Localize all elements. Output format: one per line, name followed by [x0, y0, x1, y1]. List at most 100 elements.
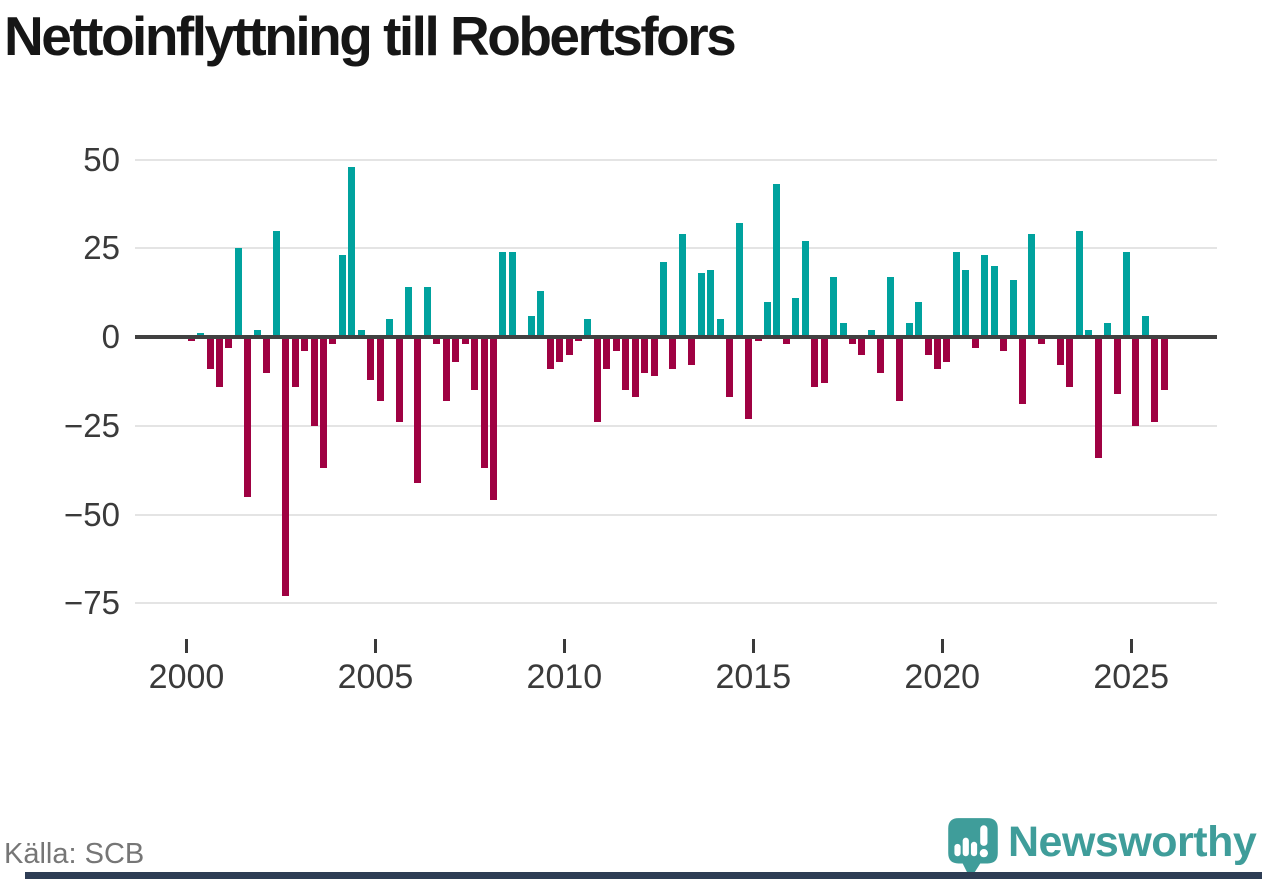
bar-negative [376, 337, 384, 401]
bar-negative [367, 337, 375, 380]
newsworthy-pin-icon [948, 818, 998, 879]
bar-negative [943, 337, 951, 362]
bar-negative [490, 337, 497, 501]
zero-axis-line [135, 335, 1217, 339]
bar-positive [886, 276, 894, 337]
x-axis-tick-mark [373, 639, 377, 653]
x-axis-tick-label: 2015 [715, 658, 792, 696]
bar-negative [858, 337, 866, 355]
x-axis-tick-label: 2000 [148, 658, 225, 696]
bar-negative [726, 337, 734, 398]
bar-positive [716, 319, 724, 337]
bar-negative [565, 337, 573, 355]
bar-positive [423, 287, 431, 337]
bar-positive [660, 262, 668, 337]
bar-positive [697, 273, 705, 337]
bar-positive [962, 269, 970, 337]
bar-negative [669, 337, 677, 369]
y-axis-tick-label: −25 [64, 406, 120, 444]
bar-negative [650, 337, 658, 377]
bar-negative [433, 337, 441, 345]
bar-positive [386, 319, 394, 337]
bar-positive [981, 255, 989, 337]
x-axis-tick-mark [185, 639, 188, 653]
x-axis-tick-label: 2025 [1093, 658, 1169, 696]
bar-negative [603, 337, 611, 369]
bar-negative [301, 337, 309, 352]
bar-negative [1000, 337, 1008, 352]
y-axis-tick-label: −75 [64, 584, 120, 622]
bar-negative [319, 337, 327, 469]
bar-positive [348, 166, 356, 337]
bar-negative [1019, 337, 1027, 405]
bar-negative [593, 337, 601, 423]
gridline [135, 424, 1217, 427]
bar-positive [1141, 315, 1149, 337]
bar-positive [801, 241, 809, 337]
x-axis-tick-mark [940, 639, 944, 653]
bar-negative [216, 337, 224, 387]
bar-negative [206, 337, 214, 369]
bar-positive [707, 269, 715, 337]
bar-negative [461, 337, 469, 345]
x-axis-tick-mark [751, 639, 755, 653]
bar-negative [1066, 337, 1074, 387]
bar-negative [225, 337, 233, 348]
bar-positive [527, 315, 535, 337]
bar-positive [915, 301, 923, 337]
x-axis-tick-label: 2005 [337, 658, 414, 696]
bar-positive [272, 230, 280, 337]
gridline [135, 513, 1217, 516]
bar-negative [688, 337, 696, 366]
x-axis-tick-label: 2010 [526, 658, 603, 696]
bar-positive [952, 251, 960, 337]
bar-negative [452, 337, 460, 362]
bar-negative [631, 337, 639, 398]
bar-positive [839, 322, 847, 337]
bar-positive [867, 329, 875, 337]
bar-negative [811, 337, 819, 387]
bar-positive [905, 322, 913, 337]
gridline [135, 602, 1217, 605]
bar-negative [622, 337, 630, 391]
bar-positive [1085, 329, 1093, 337]
x-axis-tick-label: 2020 [904, 658, 981, 696]
bar-negative [556, 337, 564, 362]
x-axis-tick-mark [1129, 639, 1133, 653]
source-label: Källa: SCB [4, 838, 145, 870]
bar-negative [924, 337, 932, 355]
bar-negative [641, 337, 649, 373]
bar-positive [763, 301, 771, 337]
bar-negative [971, 337, 979, 348]
bar-negative [1037, 337, 1045, 345]
bar-negative [310, 337, 318, 426]
bar-negative [1151, 337, 1159, 423]
bar-positive [1104, 322, 1112, 337]
bar-positive [508, 251, 516, 337]
bar-negative [1160, 337, 1168, 391]
bar-negative [745, 337, 753, 419]
newsworthy-wordmark: Newsworthy [1008, 818, 1257, 866]
bar-positive [404, 287, 412, 337]
bar-positive [584, 319, 592, 337]
bar-negative [546, 337, 554, 369]
bar-negative [329, 337, 337, 345]
bar-negative [395, 337, 403, 423]
bar-negative [782, 337, 790, 345]
y-axis-tick-label: 0 [101, 318, 120, 355]
bar-positive [1009, 280, 1017, 337]
bar-positive [773, 184, 781, 337]
footer-strip [25, 872, 1262, 879]
bar-positive [1122, 251, 1130, 337]
bar-negative [244, 337, 252, 497]
y-axis-tick-label: −50 [64, 495, 120, 533]
bar-positive [537, 290, 545, 337]
newsworthy-logo: Newsworthy [946, 814, 1262, 879]
bar-positive [830, 276, 838, 337]
bar-negative [442, 337, 450, 401]
x-axis-tick-mark [562, 639, 566, 653]
bar-positive [990, 266, 998, 337]
bar-negative [820, 337, 828, 384]
bar-negative [263, 337, 271, 373]
